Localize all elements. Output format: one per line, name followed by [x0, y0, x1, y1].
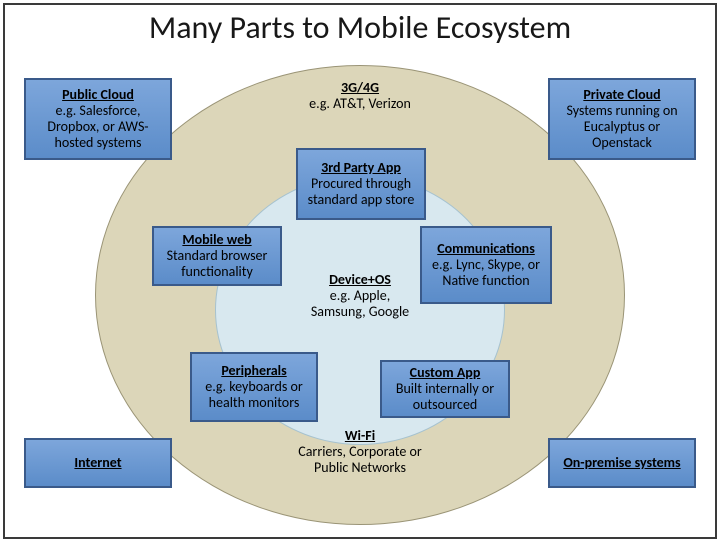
- box-on-premise-title: On-premise systems: [563, 455, 680, 471]
- label-wifi-body: Carriers, Corporate or Public Networks: [298, 444, 422, 476]
- box-public-cloud: Public Cloud e.g. Salesforce, Dropbox, o…: [24, 78, 172, 160]
- box-third-party-app-title: 3rd Party App: [321, 160, 401, 176]
- box-public-cloud-body: e.g. Salesforce, Dropbox, or AWS-hosted …: [32, 103, 164, 151]
- label-device-os-body: e.g. Apple, Samsung, Google: [306, 288, 414, 320]
- label-wifi: Wi-Fi Carriers, Corporate or Public Netw…: [298, 428, 422, 476]
- box-communications-body: e.g. Lync, Skype, or Native function: [428, 257, 544, 289]
- label-3g4g-title: 3G/4G: [304, 80, 416, 96]
- label-3g4g: 3G/4G e.g. AT&T, Verizon: [304, 80, 416, 112]
- label-3g4g-body: e.g. AT&T, Verizon: [304, 96, 416, 112]
- box-peripherals: Peripherals e.g. keyboards or health mon…: [190, 352, 318, 422]
- box-third-party-app: 3rd Party App Procured through standard …: [296, 148, 426, 220]
- box-private-cloud-body: Systems running on Eucalyptus or Opensta…: [556, 103, 688, 151]
- box-on-premise: On-premise systems: [548, 438, 696, 488]
- box-custom-app-body: Built internally or outsourced: [388, 381, 502, 413]
- label-wifi-title: Wi-Fi: [298, 428, 422, 444]
- box-custom-app: Custom App Built internally or outsource…: [380, 360, 510, 418]
- box-custom-app-title: Custom App: [410, 365, 481, 381]
- box-communications: Communications e.g. Lync, Skype, or Nati…: [420, 226, 552, 304]
- box-mobile-web-body: Standard browser functionality: [160, 248, 274, 280]
- box-public-cloud-title: Public Cloud: [62, 87, 134, 103]
- box-communications-title: Communications: [437, 241, 535, 257]
- label-device-os-title: Device+OS: [306, 272, 414, 288]
- label-device-os: Device+OS e.g. Apple, Samsung, Google: [306, 272, 414, 320]
- slide-title: Many Parts to Mobile Ecosystem: [0, 8, 720, 47]
- box-mobile-web-title: Mobile web: [182, 232, 251, 248]
- box-third-party-app-body: Procured through standard app store: [304, 176, 418, 208]
- box-internet-title: Internet: [74, 455, 121, 471]
- box-mobile-web: Mobile web Standard browser functionalit…: [152, 226, 282, 286]
- box-peripherals-title: Peripherals: [221, 363, 286, 379]
- box-peripherals-body: e.g. keyboards or health monitors: [198, 379, 310, 411]
- box-private-cloud: Private Cloud Systems running on Eucalyp…: [548, 78, 696, 160]
- box-internet: Internet: [24, 438, 172, 488]
- box-private-cloud-title: Private Cloud: [583, 87, 660, 103]
